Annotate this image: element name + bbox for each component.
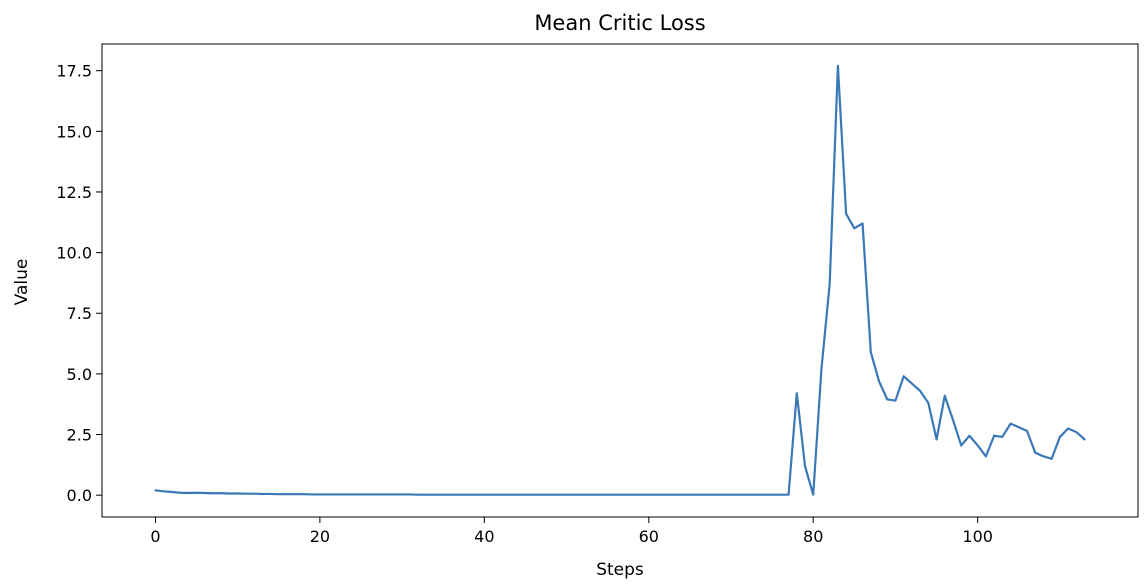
x-tick-label: 60 bbox=[639, 527, 659, 546]
x-tick-label: 100 bbox=[962, 527, 993, 546]
x-tick-label: 20 bbox=[310, 527, 330, 546]
x-axis-title: Steps bbox=[596, 560, 644, 580]
chart-title: Mean Critic Loss bbox=[534, 11, 705, 35]
plot-frame bbox=[101, 43, 1139, 518]
y-tick-label: 0.0 bbox=[67, 486, 92, 505]
y-tick-label: 17.5 bbox=[56, 62, 92, 81]
y-tick-label: 12.5 bbox=[56, 183, 92, 202]
y-tick-label: 7.5 bbox=[67, 304, 92, 323]
y-tick-label: 2.5 bbox=[67, 426, 92, 445]
axis-ticks: 0 20 40 60 80 100 0.0 2.5 5.0 7.5 10.0 12.5 15.0 17.5 bbox=[56, 62, 993, 546]
x-tick-label: 80 bbox=[803, 527, 823, 546]
y-tick-label: 10.0 bbox=[56, 244, 92, 263]
series-layer bbox=[154, 64, 1086, 496]
y-axis-title: Value bbox=[12, 259, 32, 306]
y-tick-label: 5.0 bbox=[67, 365, 92, 384]
x-tick-label: 40 bbox=[474, 527, 494, 546]
series-line-0 bbox=[154, 64, 1086, 496]
x-tick-label: 0 bbox=[150, 527, 160, 546]
y-tick-label: 15.0 bbox=[56, 122, 92, 141]
